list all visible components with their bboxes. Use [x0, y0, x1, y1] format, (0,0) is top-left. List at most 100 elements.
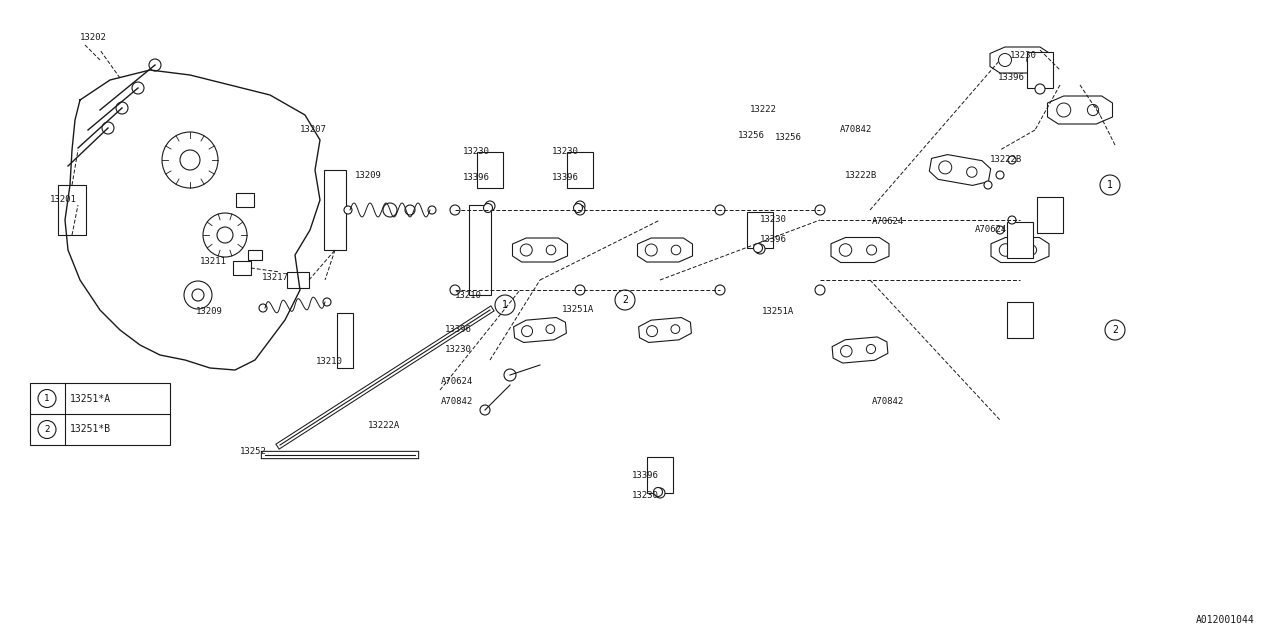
Text: 13252: 13252	[241, 447, 266, 456]
Text: 13396: 13396	[760, 236, 787, 244]
Bar	[477, 152, 503, 188]
Circle shape	[480, 405, 490, 415]
Circle shape	[1105, 320, 1125, 340]
Circle shape	[655, 488, 666, 498]
Polygon shape	[929, 155, 991, 186]
Circle shape	[755, 244, 765, 254]
Text: A70624: A70624	[442, 378, 474, 387]
Circle shape	[344, 206, 352, 214]
Text: 13230: 13230	[632, 490, 659, 499]
Text: 13222A: 13222A	[369, 420, 401, 429]
Circle shape	[451, 285, 460, 295]
Circle shape	[163, 132, 218, 188]
Polygon shape	[639, 317, 691, 342]
Circle shape	[575, 205, 585, 215]
Circle shape	[1027, 55, 1037, 65]
Text: 13251*B: 13251*B	[70, 424, 111, 435]
Circle shape	[192, 289, 204, 301]
Text: 13396: 13396	[552, 173, 579, 182]
Bar	[233, 261, 251, 275]
Polygon shape	[513, 317, 566, 342]
Circle shape	[38, 390, 56, 408]
Bar	[287, 272, 308, 288]
Circle shape	[38, 420, 56, 438]
Circle shape	[259, 304, 268, 312]
Text: A70624: A70624	[975, 225, 1007, 234]
Bar	[337, 312, 353, 367]
Text: 13209: 13209	[196, 307, 223, 317]
Circle shape	[998, 54, 1011, 67]
Circle shape	[1088, 104, 1098, 116]
Circle shape	[451, 205, 460, 215]
Bar	[1007, 222, 1033, 258]
Circle shape	[614, 290, 635, 310]
Text: 1: 1	[502, 300, 508, 310]
Bar	[468, 205, 492, 295]
Text: 13396: 13396	[632, 470, 659, 479]
Text: 2: 2	[1112, 325, 1117, 335]
Circle shape	[938, 161, 952, 174]
Circle shape	[867, 344, 876, 354]
Circle shape	[116, 102, 128, 114]
Text: 13230: 13230	[463, 147, 490, 157]
Bar	[1007, 302, 1033, 338]
Circle shape	[132, 82, 143, 94]
Text: 13211: 13211	[200, 257, 227, 266]
Bar	[58, 185, 86, 235]
Bar	[324, 170, 346, 250]
Text: 13251A: 13251A	[562, 305, 594, 314]
Circle shape	[1057, 103, 1071, 117]
Text: 13230: 13230	[552, 147, 579, 157]
Circle shape	[815, 205, 826, 215]
Circle shape	[716, 205, 724, 215]
Bar	[1027, 52, 1053, 88]
Circle shape	[521, 326, 532, 337]
Text: 13230: 13230	[445, 346, 472, 355]
Text: 13222B: 13222B	[845, 170, 877, 179]
Circle shape	[996, 226, 1004, 234]
Circle shape	[754, 243, 763, 253]
Text: 13210: 13210	[454, 291, 481, 300]
Text: 13251*A: 13251*A	[70, 394, 111, 403]
Polygon shape	[991, 237, 1050, 262]
Polygon shape	[831, 237, 890, 262]
Text: A70842: A70842	[872, 397, 904, 406]
Text: 13396: 13396	[463, 173, 490, 182]
Circle shape	[204, 213, 247, 257]
Text: A70842: A70842	[840, 125, 872, 134]
Text: 13217: 13217	[262, 273, 289, 282]
Polygon shape	[832, 337, 888, 363]
Circle shape	[1009, 156, 1016, 164]
Circle shape	[484, 204, 493, 212]
Circle shape	[645, 244, 657, 256]
Circle shape	[984, 181, 992, 189]
Text: 1: 1	[1107, 180, 1112, 190]
Bar	[1037, 197, 1062, 233]
Circle shape	[184, 281, 212, 309]
Circle shape	[646, 326, 658, 337]
Bar	[748, 212, 773, 248]
Text: 13256: 13256	[774, 134, 801, 143]
Circle shape	[671, 245, 681, 255]
Circle shape	[575, 285, 585, 295]
Text: 1: 1	[45, 394, 50, 403]
Circle shape	[654, 488, 663, 497]
Bar	[567, 152, 593, 188]
Circle shape	[495, 295, 515, 315]
Bar	[248, 250, 262, 260]
Circle shape	[841, 346, 852, 357]
Circle shape	[671, 324, 680, 333]
Circle shape	[840, 244, 851, 256]
Text: 13222B: 13222B	[989, 156, 1023, 164]
Circle shape	[996, 171, 1004, 179]
Text: 13396: 13396	[445, 326, 472, 335]
Circle shape	[815, 285, 826, 295]
Text: 13230: 13230	[1010, 51, 1037, 60]
Polygon shape	[989, 47, 1050, 73]
Text: 13396: 13396	[998, 74, 1025, 83]
Circle shape	[485, 201, 495, 211]
Text: 13222: 13222	[750, 106, 777, 115]
Text: 13230: 13230	[760, 216, 787, 225]
Circle shape	[383, 203, 397, 217]
Text: 13256: 13256	[739, 131, 765, 140]
